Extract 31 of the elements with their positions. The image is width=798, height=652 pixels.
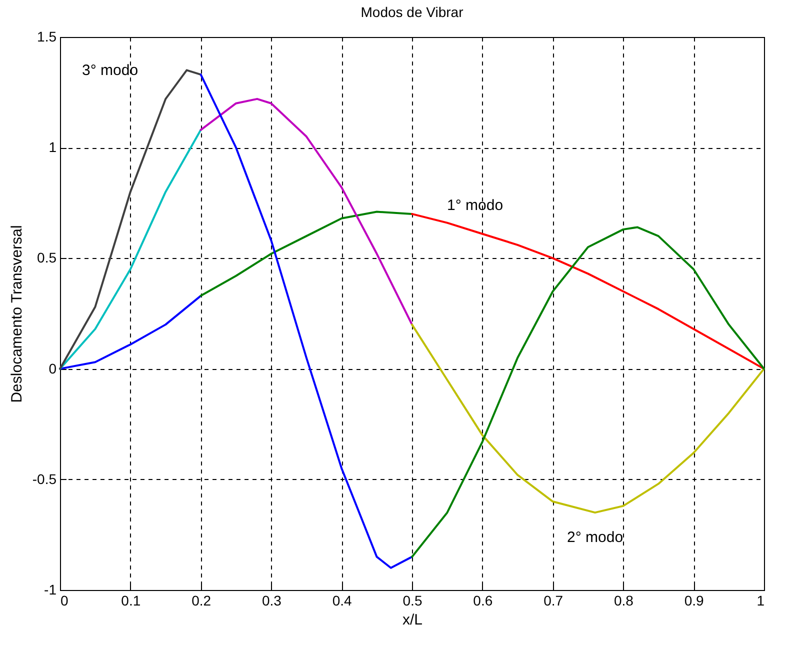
x-tick-label: 0.3 <box>262 592 282 608</box>
line-series <box>59 294 202 370</box>
line-series <box>411 212 765 370</box>
line-series <box>59 128 202 370</box>
x-axis-title: x/L <box>402 612 423 628</box>
x-tick-label: 0.1 <box>121 592 141 608</box>
x-tick-label: 0.4 <box>332 592 352 608</box>
x-tick-label: 0.6 <box>473 592 493 608</box>
line-series <box>200 210 413 297</box>
line-series <box>411 226 765 558</box>
line-series <box>200 74 413 569</box>
annotation: 2° modo <box>567 529 624 546</box>
x-tick-label: 0.9 <box>684 592 704 608</box>
y-tick-label: -1 <box>44 582 57 598</box>
y-tick-label: -0.5 <box>32 470 57 487</box>
line-series <box>200 98 413 326</box>
line-series <box>411 324 765 514</box>
annotation: 1° modo <box>447 197 504 214</box>
annotation: 3° modo <box>82 62 138 79</box>
y-tick-label: 1.5 <box>37 28 57 44</box>
y-tick-label: 1 <box>48 139 57 156</box>
x-tick-label: 0 <box>60 592 68 608</box>
y-axis-title: Deslocamento Transversal <box>8 225 26 403</box>
y-tick-label: 0.5 <box>37 250 57 266</box>
x-tick-label: 0.7 <box>544 592 564 608</box>
x-tick-label: 0.8 <box>614 592 634 608</box>
y-tick-label: 0 <box>48 360 57 376</box>
chart-title: Modos de Vibrar <box>360 4 464 20</box>
x-tick-label: 0.5 <box>402 592 422 608</box>
x-tick-label: 0.2 <box>192 592 212 608</box>
x-tick-label: 1 <box>756 592 765 608</box>
